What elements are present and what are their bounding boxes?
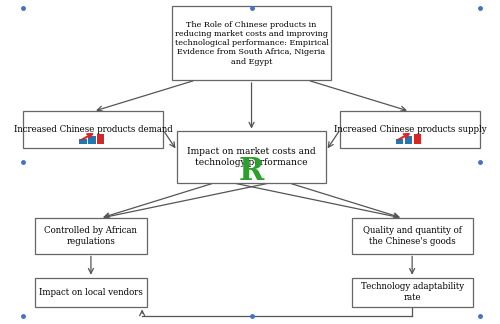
Text: Impact on market costs and
technology performance: Impact on market costs and technology pe… bbox=[187, 147, 316, 167]
Text: Technology adaptability
rate: Technology adaptability rate bbox=[360, 283, 464, 302]
Text: The Role of Chinese products in
reducing market costs and improving
technologica: The Role of Chinese products in reducing… bbox=[174, 21, 328, 65]
Text: Controlled by African
regulations: Controlled by African regulations bbox=[44, 226, 138, 246]
FancyBboxPatch shape bbox=[97, 134, 104, 144]
FancyBboxPatch shape bbox=[340, 111, 479, 148]
FancyBboxPatch shape bbox=[396, 139, 404, 144]
FancyBboxPatch shape bbox=[35, 278, 147, 307]
FancyBboxPatch shape bbox=[80, 139, 86, 144]
Text: Impact on local vendors: Impact on local vendors bbox=[39, 288, 143, 296]
FancyBboxPatch shape bbox=[35, 218, 147, 254]
FancyBboxPatch shape bbox=[352, 218, 472, 254]
Text: Quality and quantity of
the Chinese's goods: Quality and quantity of the Chinese's go… bbox=[362, 226, 462, 246]
FancyBboxPatch shape bbox=[177, 132, 326, 183]
FancyBboxPatch shape bbox=[172, 6, 330, 80]
FancyBboxPatch shape bbox=[88, 136, 96, 144]
Text: R: R bbox=[239, 156, 264, 187]
Text: Increased Chinese products supply: Increased Chinese products supply bbox=[334, 125, 486, 134]
FancyBboxPatch shape bbox=[414, 134, 421, 144]
FancyBboxPatch shape bbox=[352, 278, 472, 307]
FancyBboxPatch shape bbox=[404, 136, 412, 144]
Text: Increased Chinese products demand: Increased Chinese products demand bbox=[14, 125, 172, 134]
FancyBboxPatch shape bbox=[24, 111, 163, 148]
